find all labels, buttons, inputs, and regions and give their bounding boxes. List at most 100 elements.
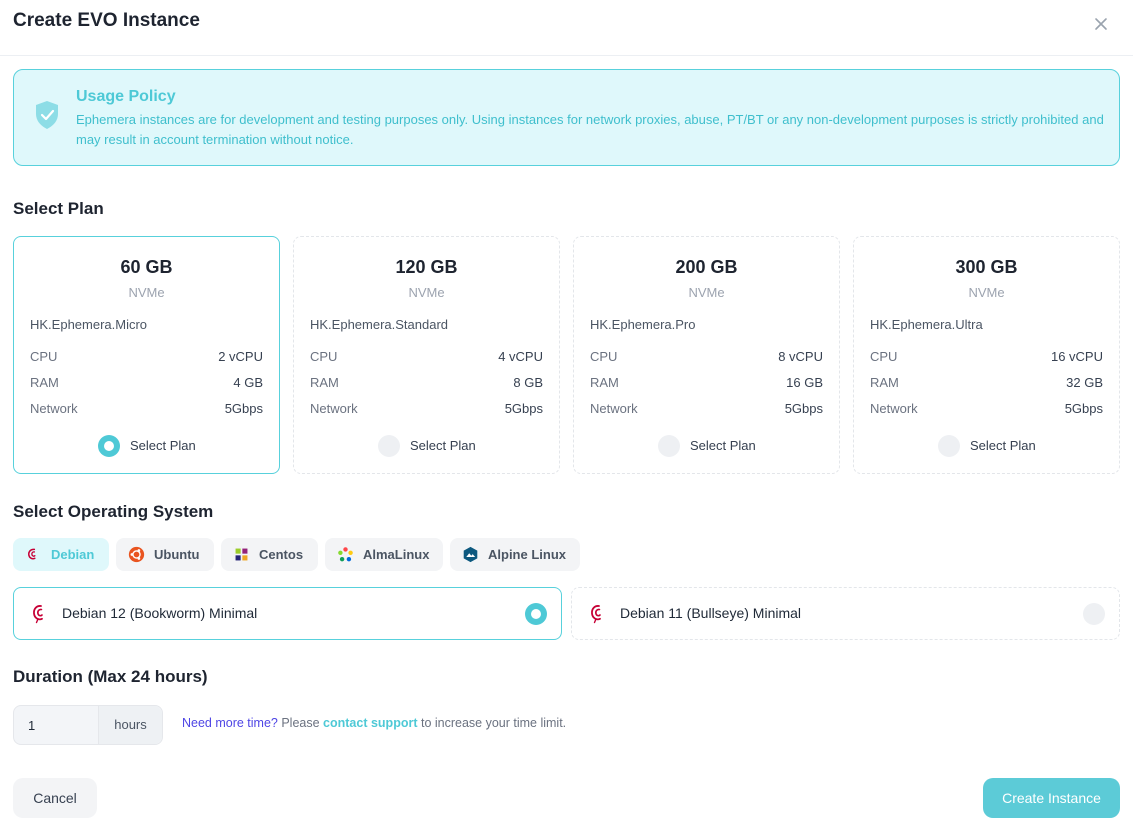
plan-disk-type: NVMe xyxy=(688,285,725,300)
cpu-label: CPU xyxy=(870,349,898,364)
plan-card-standard[interactable]: 120 GB NVMe HK.Ephemera.Standard CPU 4 vC… xyxy=(293,236,560,474)
os-version-list: Debian 12 (Bookworm) Minimal Debian 11 (… xyxy=(13,587,1120,640)
select-plan-label: Select Plan xyxy=(410,438,476,453)
network-label: Network xyxy=(590,401,638,416)
network-label: Network xyxy=(30,401,78,416)
plan-network-row: Network 5Gbps xyxy=(590,401,823,419)
plan-size: 200 GB xyxy=(675,257,738,277)
plan-card-pro[interactable]: 200 GB NVMe HK.Ephemera.Pro CPU 8 vCPU RA… xyxy=(573,236,840,474)
ram-value: 16 GB xyxy=(786,375,823,390)
ubuntu-icon xyxy=(128,546,145,563)
plan-name: HK.Ephemera.Pro xyxy=(590,317,696,332)
select-plan-title: Select Plan xyxy=(13,199,104,218)
almalinux-icon xyxy=(338,547,353,562)
os-version-radio[interactable] xyxy=(1083,603,1105,625)
cpu-label: CPU xyxy=(590,349,618,364)
ram-value: 32 GB xyxy=(1066,375,1103,390)
select-os-title: Select Operating System xyxy=(13,502,214,521)
cpu-value: 16 vCPU xyxy=(1050,349,1103,364)
policy-text: Ephemera instances are for development a… xyxy=(76,112,1104,147)
centos-icon xyxy=(235,548,248,561)
debian-icon xyxy=(591,605,601,624)
plan-card-micro[interactable]: 60 GB NVMe HK.Ephemera.Micro CPU 2 vCPU R… xyxy=(13,236,280,474)
network-value: 5Gbps xyxy=(784,401,823,416)
network-label: Network xyxy=(870,401,918,416)
help-mid: Please xyxy=(277,716,324,730)
duration-unit: hours xyxy=(98,706,162,744)
os-version-debian-11[interactable]: Debian 11 (Bullseye) Minimal xyxy=(571,587,1120,640)
os-version-debian-12[interactable]: Debian 12 (Bookworm) Minimal xyxy=(13,587,562,640)
usage-policy-banner: Usage Policy Ephemera instances are for … xyxy=(13,69,1120,166)
select-plan-option[interactable]: Select Plan xyxy=(14,435,279,457)
ram-label: RAM xyxy=(30,375,59,390)
plan-radio[interactable] xyxy=(98,435,120,457)
plan-disk-type: NVMe xyxy=(968,285,1005,300)
dialog-title: Create EVO Instance xyxy=(13,10,200,31)
plan-size: 300 GB xyxy=(955,257,1018,277)
plan-disk-type: NVMe xyxy=(128,285,165,300)
select-plan-label: Select Plan xyxy=(690,438,756,453)
debian-icon xyxy=(28,548,36,560)
cpu-value: 2 vCPU xyxy=(218,349,263,364)
os-version-radio[interactable] xyxy=(525,603,547,625)
alpine-icon xyxy=(463,546,478,563)
plan-ram-row: RAM 32 GB xyxy=(870,375,1103,393)
plan-size: 120 GB xyxy=(395,257,458,277)
tab-debian[interactable]: Debian xyxy=(13,538,109,571)
plan-network-row: Network 5Gbps xyxy=(30,401,263,419)
ram-label: RAM xyxy=(590,375,619,390)
select-plan-option[interactable]: Select Plan xyxy=(854,435,1119,457)
cpu-value: 4 vCPU xyxy=(498,349,543,364)
create-instance-button[interactable]: Create Instance xyxy=(983,778,1120,818)
select-plan-option[interactable]: Select Plan xyxy=(294,435,559,457)
duration-title: Duration (Max 24 hours) xyxy=(13,667,208,686)
dialog-header: Create EVO Instance xyxy=(0,0,1133,56)
plan-network-row: Network 5Gbps xyxy=(310,401,543,419)
plan-radio[interactable] xyxy=(658,435,680,457)
os-version-label: Debian 12 (Bookworm) Minimal xyxy=(62,605,258,621)
tab-label: AlmaLinux xyxy=(363,547,430,562)
contact-support-link[interactable]: contact support xyxy=(323,716,418,730)
plan-name: HK.Ephemera.Standard xyxy=(310,317,449,332)
select-plan-option[interactable]: Select Plan xyxy=(574,435,839,457)
plan-ram-row: RAM 8 GB xyxy=(310,375,543,393)
tab-label: Centos xyxy=(259,547,304,562)
shield-check-icon xyxy=(36,101,58,129)
ram-label: RAM xyxy=(310,375,339,390)
ram-value: 4 GB xyxy=(233,375,263,390)
plan-cpu-row: CPU 2 vCPU xyxy=(30,349,263,367)
plan-radio[interactable] xyxy=(938,435,960,457)
network-label: Network xyxy=(310,401,358,416)
plan-disk-type: NVMe xyxy=(408,285,445,300)
tab-alpine-linux[interactable]: Alpine Linux xyxy=(450,538,580,571)
duration-value[interactable]: 1 xyxy=(28,718,36,733)
plan-cpu-row: CPU 8 vCPU xyxy=(590,349,823,367)
cpu-label: CPU xyxy=(310,349,338,364)
help-suffix: to increase your time limit. xyxy=(417,716,567,730)
duration-help-text: Need more time? Please contact support t… xyxy=(182,716,566,730)
plan-size: 60 GB xyxy=(120,257,173,277)
cpu-value: 8 vCPU xyxy=(778,349,823,364)
cpu-label: CPU xyxy=(30,349,58,364)
plan-cpu-row: CPU 16 vCPU xyxy=(870,349,1103,367)
debian-icon xyxy=(33,605,43,624)
os-version-label: Debian 11 (Bullseye) Minimal xyxy=(620,605,802,621)
help-prefix: Need more time? xyxy=(182,716,278,730)
tab-centos[interactable]: Centos xyxy=(221,538,318,571)
plan-radio[interactable] xyxy=(378,435,400,457)
plan-card-ultra[interactable]: 300 GB NVMe HK.Ephemera.Ultra CPU 16 vCPU… xyxy=(853,236,1120,474)
plan-cpu-row: CPU 4 vCPU xyxy=(310,349,543,367)
ram-value: 8 GB xyxy=(513,375,543,390)
plan-name: HK.Ephemera.Ultra xyxy=(870,317,983,332)
select-plan-label: Select Plan xyxy=(970,438,1036,453)
tab-label: Ubuntu xyxy=(154,547,200,562)
tab-ubuntu[interactable]: Ubuntu xyxy=(116,538,214,571)
duration-input[interactable]: 1 hours xyxy=(13,705,163,745)
tab-almalinux[interactable]: AlmaLinux xyxy=(325,538,443,571)
plan-name: HK.Ephemera.Micro xyxy=(30,317,148,332)
select-plan-label: Select Plan xyxy=(130,438,196,453)
plan-list: 60 GB NVMe HK.Ephemera.Micro CPU 2 vCPU R… xyxy=(13,236,1120,474)
cancel-button[interactable]: Cancel xyxy=(13,778,97,818)
close-icon[interactable] xyxy=(1091,14,1111,34)
network-value: 5Gbps xyxy=(504,401,543,416)
